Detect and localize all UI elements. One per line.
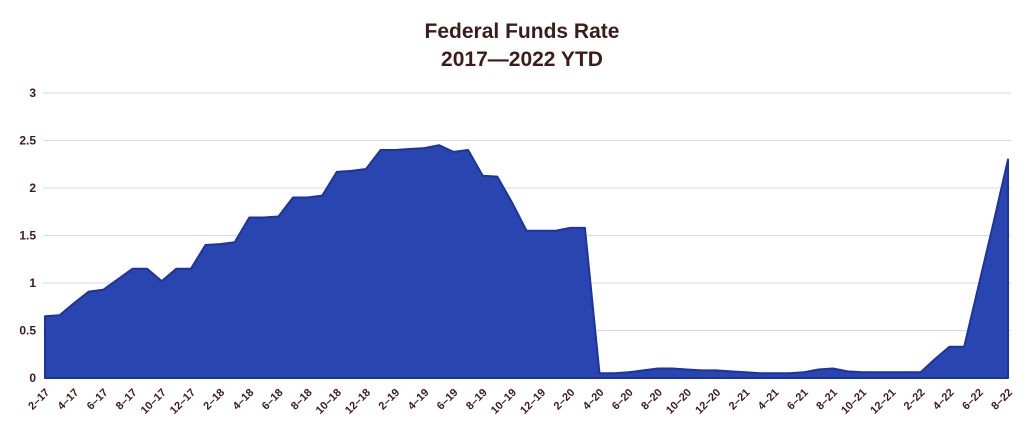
x-axis-tick-label: 6–20 bbox=[610, 387, 636, 413]
x-axis-tick-label: 10–18 bbox=[314, 387, 344, 417]
x-axis-tick-label: 12–21 bbox=[868, 387, 898, 417]
x-axis-tick-label: 4–17 bbox=[56, 387, 82, 413]
x-axis-tick-label: 8–18 bbox=[289, 387, 315, 413]
x-axis-tick-label: 2–18 bbox=[201, 387, 227, 413]
x-axis-tick-label: 10–20 bbox=[664, 387, 694, 417]
x-axis-tick-label: 10–17 bbox=[139, 387, 169, 417]
x-axis-tick-label: 2–22 bbox=[902, 387, 928, 413]
x-axis-tick-label: 8–19 bbox=[464, 387, 490, 413]
x-axis-tick-label: 6–21 bbox=[785, 387, 811, 413]
x-axis-tick-label: 8–17 bbox=[114, 387, 140, 413]
x-axis-tick-label: 6–18 bbox=[260, 387, 286, 413]
x-axis-tick-label: 4–19 bbox=[406, 387, 432, 413]
y-axis-tick-label: 3 bbox=[29, 86, 36, 100]
x-axis-tick-label: 6–19 bbox=[435, 387, 461, 413]
y-axis-tick-label: 0 bbox=[29, 371, 36, 385]
x-axis-tick-label: 4–22 bbox=[931, 387, 957, 413]
x-axis-tick-label: 2–20 bbox=[552, 387, 578, 413]
x-axis-tick-label: 8–21 bbox=[814, 387, 840, 413]
x-axis-tick-label: 12–20 bbox=[693, 387, 723, 417]
x-axis-tick-label: 12–18 bbox=[343, 387, 373, 417]
x-axis-tick-label: 2–17 bbox=[26, 387, 52, 413]
x-axis-tick-label: 12–19 bbox=[518, 387, 548, 417]
y-axis-tick-label: 2 bbox=[29, 181, 36, 195]
y-axis-tick-label: 2.5 bbox=[19, 134, 36, 148]
y-axis-tick-label: 1.5 bbox=[19, 229, 36, 243]
x-axis-tick-label: 12–17 bbox=[168, 387, 198, 417]
x-axis-tick-label: 4–18 bbox=[231, 387, 257, 413]
x-axis-tick-label: 8–22 bbox=[989, 387, 1015, 413]
x-axis-tick-label: 6–22 bbox=[960, 387, 986, 413]
x-axis-tick-label: 10–21 bbox=[839, 387, 869, 417]
x-axis-tick-label: 4–20 bbox=[581, 387, 607, 413]
y-axis-tick-label: 1 bbox=[29, 276, 36, 290]
y-axis-tick-label: 0.5 bbox=[19, 324, 36, 338]
x-axis-tick-label: 8–20 bbox=[639, 387, 665, 413]
x-axis-tick-label: 10–19 bbox=[489, 387, 519, 417]
x-axis-tick-label: 2–21 bbox=[727, 387, 753, 413]
x-axis-tick-label: 6–17 bbox=[85, 387, 111, 413]
x-axis-tick-label: 2–19 bbox=[377, 387, 403, 413]
area-series-federal-funds-rate bbox=[44, 144, 1009, 379]
x-axis-tick-label: 4–21 bbox=[756, 387, 782, 413]
